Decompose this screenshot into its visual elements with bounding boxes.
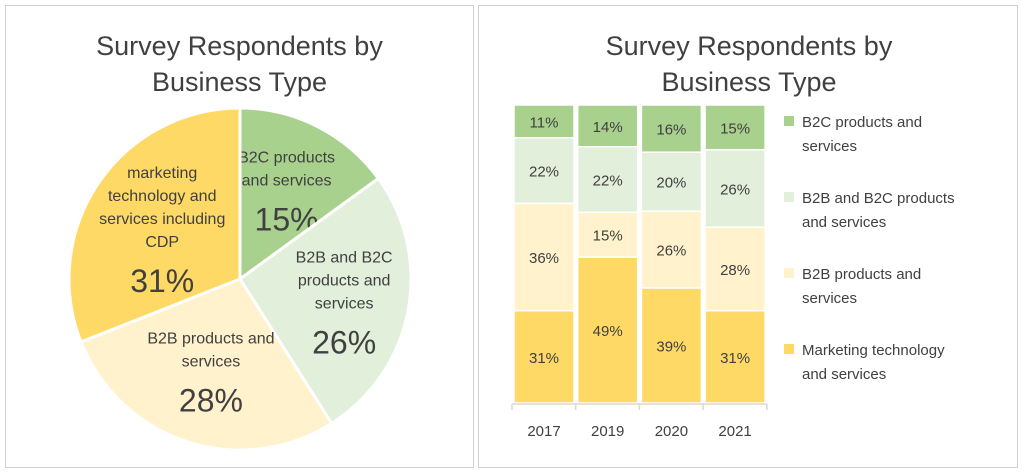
- pie-category-label: services: [315, 295, 374, 312]
- legend-label: Marketing technology: [802, 342, 945, 359]
- legend-label: services: [802, 138, 857, 155]
- pie-category-label: services including: [99, 211, 225, 228]
- legend-label: and services: [802, 366, 886, 383]
- x-tick-label: 2021: [718, 423, 751, 440]
- x-tick-label: 2019: [591, 423, 624, 440]
- pie-category-label: CDP: [145, 234, 179, 251]
- legend-label: services: [802, 290, 857, 307]
- legend-swatch: [784, 192, 794, 202]
- legend-swatch: [784, 116, 794, 126]
- bar-data-label: 15%: [720, 120, 750, 137]
- stacked-bar-chart: 31% 36% 22% 11% 2017 49% 15% 22% 14% 2019 39% 26% 20…: [511, 104, 955, 440]
- pie-title-line2: Business Type: [151, 67, 328, 97]
- legend-swatch: [784, 268, 794, 278]
- bar-segment: [704, 148, 766, 228]
- pie-category-label: technology and: [108, 188, 217, 205]
- bar-segment: [704, 309, 766, 404]
- pie-title-line1: Survey Respondents by: [96, 31, 383, 61]
- pie-percent-label: 31%: [130, 263, 194, 299]
- x-tick-label: 2017: [527, 423, 560, 440]
- bar-data-label: 28%: [720, 262, 750, 279]
- bar-segment: [576, 145, 639, 214]
- bar-segment: [576, 104, 639, 148]
- bar-data-label: 15%: [593, 228, 623, 245]
- bar-data-label: 36%: [529, 250, 559, 267]
- pie-slice: [238, 106, 381, 282]
- pie-chart-title: Survey Respondents by Business Type: [6, 28, 473, 100]
- legend-label: and services: [802, 214, 886, 231]
- bar-data-label: 26%: [720, 181, 750, 198]
- pie-slice-label: B2B and B2C products and services 26%: [296, 249, 393, 360]
- legend-item: B2C products and services: [784, 114, 922, 155]
- bar-segment: [704, 104, 766, 151]
- legend-label: B2C products and: [802, 114, 922, 131]
- legend-item: B2B and B2C products and services: [784, 190, 955, 231]
- bar-title-line1: Survey Respondents by: [605, 31, 893, 61]
- pie-category-label: B2B products and: [147, 330, 274, 347]
- bar-data-label: 11%: [530, 114, 559, 131]
- bar-segment: [704, 226, 766, 312]
- bar-segment: [640, 104, 703, 153]
- legend-item: Marketing technology and services: [784, 342, 945, 383]
- bar-data-label: 49%: [593, 323, 623, 340]
- pie-slice: [67, 106, 242, 344]
- bar-data-label: 39%: [656, 338, 686, 355]
- bar-data-label: 26%: [656, 243, 686, 260]
- bar-segment: [640, 287, 703, 404]
- pie-category-label: and services: [242, 173, 332, 190]
- bar-title-line2: Business Type: [661, 67, 837, 97]
- pie-slice-label: marketing technology and services includin…: [99, 165, 225, 299]
- bar-data-label: 16%: [656, 122, 686, 139]
- pie-category-label: marketing: [127, 165, 197, 182]
- pie-slice: [79, 277, 334, 452]
- bar-data-label: 31%: [720, 350, 750, 367]
- pie-category-label: B2C products: [238, 150, 335, 167]
- pie-slice: [237, 176, 413, 426]
- bar-data-label: 31%: [529, 350, 559, 367]
- bar-segment: [640, 151, 703, 212]
- bar-data-label: 14%: [593, 119, 623, 136]
- pie-chart-panel: Survey Respondents by Business Type B2C …: [5, 5, 474, 468]
- bar-segment: [513, 202, 575, 312]
- legend-label: B2B products and: [802, 266, 921, 283]
- pie-category-label: B2B and B2C: [296, 249, 393, 266]
- legend-swatch: [784, 344, 794, 354]
- bar-data-label: 22%: [593, 173, 623, 190]
- pie-slice-label: B2B products and services 28%: [147, 330, 274, 418]
- legend-label: B2B and B2C products: [802, 190, 955, 207]
- bar-chart-title: Survey Respondents by Business Type: [479, 28, 1019, 100]
- pie-category-label: products and: [298, 272, 391, 289]
- bar-segment: [576, 211, 639, 258]
- legend-item: B2B products and services: [784, 266, 921, 307]
- bar-data-label: 22%: [529, 164, 559, 181]
- bar-data-label: 20%: [656, 175, 686, 192]
- pie-category-label: services: [182, 353, 241, 370]
- pie-percent-label: 26%: [312, 324, 376, 360]
- x-tick-label: 2020: [655, 423, 688, 440]
- bar-segment: [640, 210, 703, 289]
- bar-segment: [513, 309, 575, 404]
- bar-chart-panel: Survey Respondents by Business Type 31% 3…: [478, 5, 1018, 468]
- pie-percent-label: 28%: [179, 382, 243, 418]
- bar-segment: [576, 256, 639, 404]
- bar-segment: [513, 104, 575, 139]
